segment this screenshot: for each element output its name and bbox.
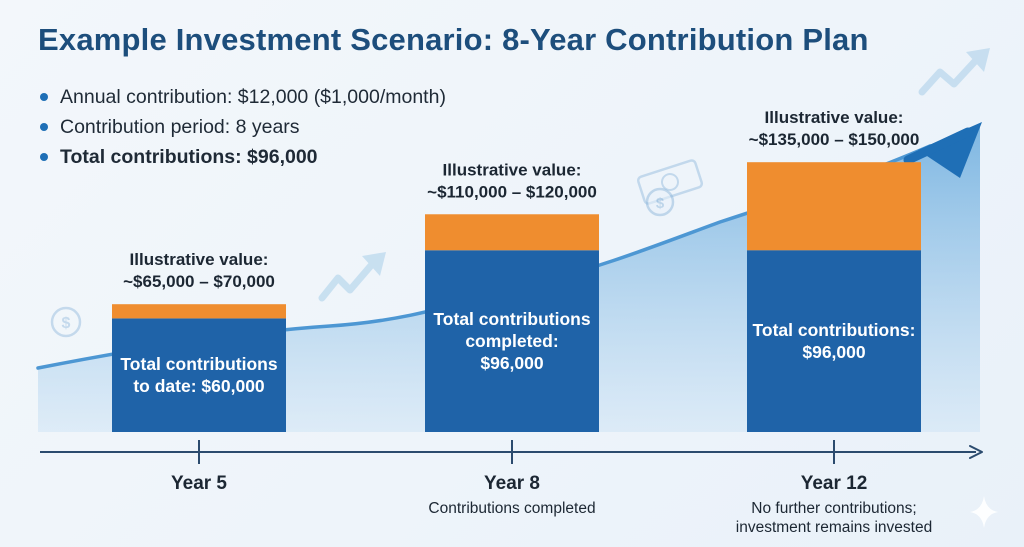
bar-inner-label-3: Total contributions: $96,000: [753, 320, 916, 362]
trend-arrow-line: [918, 54, 982, 96]
summary-bullets: Annual contribution: $12,000 ($1,000/mon…: [38, 82, 446, 172]
x-tick-label-2: Year 8: [484, 473, 540, 494]
x-tick-label-1: Year 5: [171, 473, 227, 494]
trend-arrow-shaft: [903, 127, 973, 165]
coin-symbol: $: [656, 195, 665, 212]
value-label-2: Illustrative value: ~$110,000 – $120,000: [427, 160, 597, 201]
bar-growth-1: [112, 304, 286, 319]
coin-symbol: $: [62, 315, 71, 332]
sparkle-icon: [970, 496, 998, 528]
coin-ring: [645, 187, 675, 217]
bar-contributions-1: [112, 318, 286, 432]
bar-contributions-3: [747, 250, 921, 432]
bar-growth-3: [747, 162, 921, 251]
banknote-icon: [636, 159, 704, 205]
trend-arrow-head: [966, 48, 990, 72]
banknote-circle: [661, 173, 679, 191]
dollar-coin-icon: $: [645, 187, 675, 217]
page-title: Example Investment Scenario: 8-Year Cont…: [38, 22, 869, 57]
bar-inner-label-1: Total contributions to date: $60,000: [120, 354, 277, 396]
bullet-text: Total contributions: $96,000: [60, 146, 318, 168]
x-sub-label-3: No further contributions; investment rema…: [736, 500, 932, 536]
x-sub-label-2: Contributions completed: [428, 500, 595, 517]
bullet-contribution-period: Contribution period: 8 years: [38, 112, 446, 142]
dollar-coin-icon: $: [50, 306, 82, 338]
trend-arrow-line: [318, 258, 378, 302]
banknote-outline: [636, 159, 704, 205]
value-label-1: Illustrative value: ~$65,000 – $70,000: [123, 250, 275, 291]
trend-arrow-icon: [318, 252, 386, 302]
value-label-3: Illustrative value: ~$135,000 – $150,000: [749, 108, 920, 149]
bullet-dot-icon: [40, 153, 48, 161]
x-axis-arrow-icon: [969, 445, 983, 459]
bullet-dot-icon: [40, 93, 48, 101]
trend-arrow-head: [362, 252, 386, 276]
bullet-text: Annual contribution: $12,000 ($1,000/mon…: [60, 86, 446, 108]
coin-ring: [50, 306, 82, 338]
bar-inner-label-2: Total contributions completed: $96,000: [433, 309, 590, 373]
bullet-annual-contribution: Annual contribution: $12,000 ($1,000/mon…: [38, 82, 446, 112]
trend-arrow-icon: [918, 48, 990, 96]
x-tick-label-3: Year 12: [801, 473, 868, 494]
bar-growth-2: [425, 214, 599, 251]
bullet-text: Contribution period: 8 years: [60, 116, 300, 138]
bar-contributions-2: [425, 250, 599, 432]
bullet-dot-icon: [40, 123, 48, 131]
bullet-total-contributions: Total contributions: $96,000: [38, 142, 446, 172]
